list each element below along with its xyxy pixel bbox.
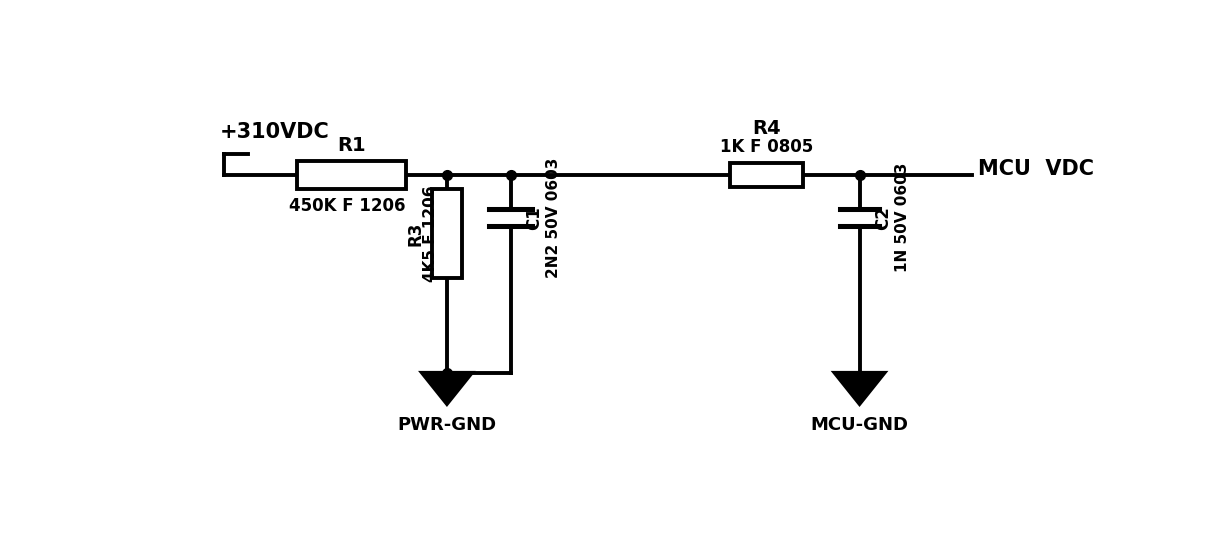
Text: 4K5 F 1206: 4K5 F 1206 [423,186,439,282]
Polygon shape [422,373,472,404]
Bar [432,189,461,278]
Text: R4: R4 [753,119,780,138]
Text: 1K F 0805: 1K F 0805 [720,138,813,156]
Bar [730,163,803,187]
Text: MCU  VDC: MCU VDC [978,159,1094,179]
Text: 1N 50V 0603: 1N 50V 0603 [895,163,910,273]
Text: 2N2 50V 0603: 2N2 50V 0603 [546,157,561,278]
Text: C2: C2 [873,206,892,230]
Text: PWR-GND: PWR-GND [397,416,496,433]
Text: R1: R1 [337,136,366,155]
Text: MCU-GND: MCU-GND [811,416,908,433]
Text: +310VDC: +310VDC [220,122,330,142]
Bar [297,161,406,189]
Text: R3: R3 [406,222,424,246]
Text: 450K F 1206: 450K F 1206 [290,197,406,215]
Text: C1: C1 [524,206,542,229]
Polygon shape [835,373,884,404]
